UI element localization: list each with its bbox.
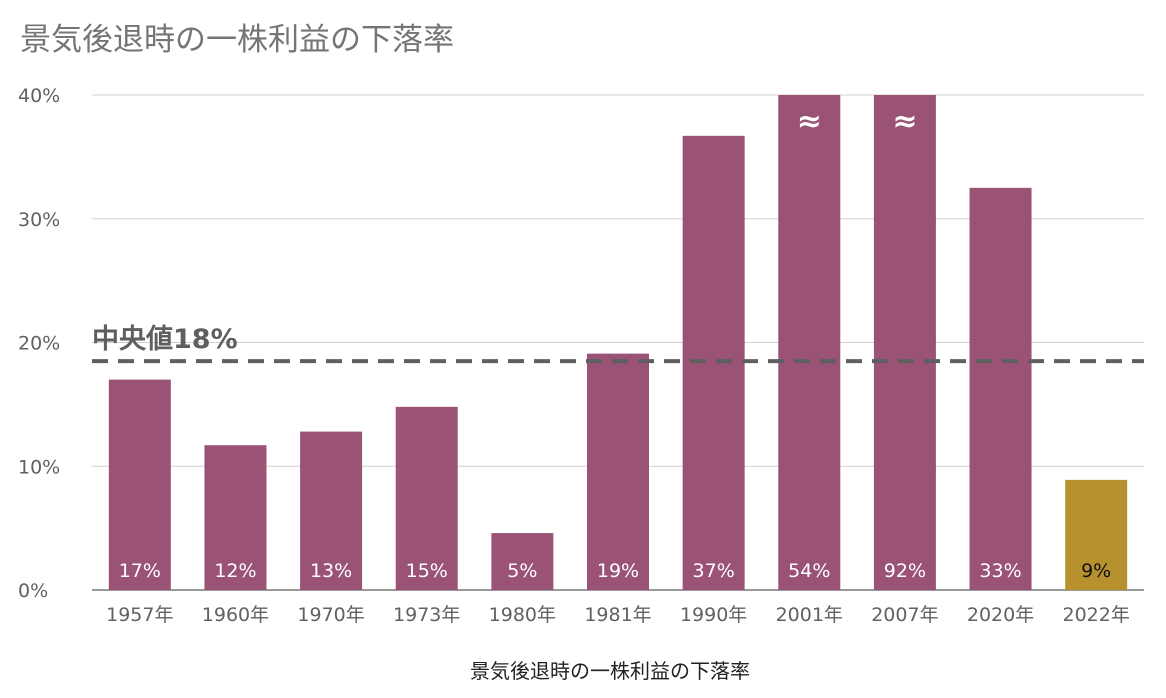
chart-title: 景気後退時の一株利益の下落率 bbox=[20, 22, 454, 58]
median-group: 中央値18% bbox=[92, 324, 1144, 364]
x-tick-label: 2020年 bbox=[967, 604, 1034, 626]
bars bbox=[108, 95, 1128, 590]
bar bbox=[1065, 479, 1128, 590]
x-tick-label: 1990年 bbox=[680, 604, 747, 626]
truncation-marker: ≈ bbox=[892, 104, 917, 139]
x-axis-label: 景気後退時の一株利益の下落率 bbox=[470, 659, 750, 683]
x-tick-label: 2007年 bbox=[871, 604, 938, 626]
data-label: 19% bbox=[597, 560, 639, 582]
data-label: 17% bbox=[119, 560, 161, 582]
data-label: 15% bbox=[406, 560, 448, 582]
bar bbox=[300, 431, 363, 590]
y-tick-label: 0% bbox=[18, 580, 48, 602]
bar bbox=[969, 187, 1032, 590]
data-labels: 17% 12% 13% 15% 5% 19% 37% ≈54% ≈92% 33% 9% bbox=[119, 104, 1112, 582]
data-label: 54% bbox=[788, 560, 830, 582]
x-tick-label: 1970年 bbox=[297, 604, 364, 626]
bar bbox=[204, 445, 267, 590]
bar bbox=[873, 95, 936, 590]
x-tick-label: 1973年 bbox=[393, 604, 460, 626]
x-tick-label: 1980年 bbox=[489, 604, 556, 626]
y-tick-label: 30% bbox=[18, 209, 60, 231]
x-tick-label: 1960年 bbox=[202, 604, 269, 626]
y-tick-label: 20% bbox=[18, 333, 60, 355]
bar bbox=[778, 95, 841, 590]
x-tick-label: 1957年 bbox=[106, 604, 173, 626]
data-label: 9% bbox=[1081, 560, 1111, 582]
data-label: 13% bbox=[310, 560, 352, 582]
y-tick-label: 10% bbox=[18, 456, 60, 478]
bar bbox=[395, 406, 458, 590]
data-label: 33% bbox=[979, 560, 1021, 582]
x-axis-ticks: 1957年 1960年 1970年 1973年 1980年 1981年 1990年 2001年… bbox=[106, 604, 1130, 626]
data-label: 92% bbox=[884, 560, 926, 582]
data-label: 37% bbox=[693, 560, 735, 582]
y-axis-ticks: 0% 10% 20% 30% 40% bbox=[18, 85, 60, 602]
data-label: 5% bbox=[507, 560, 537, 582]
x-tick-label: 2001年 bbox=[776, 604, 843, 626]
grid-lines bbox=[92, 94, 1144, 591]
median-label: 中央値18% bbox=[92, 324, 238, 355]
data-label: 12% bbox=[214, 560, 256, 582]
bar bbox=[587, 353, 649, 590]
truncation-marker: ≈ bbox=[797, 104, 822, 139]
y-tick-label: 40% bbox=[18, 85, 60, 107]
bar bbox=[491, 533, 554, 590]
bar bbox=[108, 379, 171, 590]
x-tick-label: 2022年 bbox=[1063, 604, 1130, 626]
x-tick-label: 1981年 bbox=[584, 604, 651, 626]
